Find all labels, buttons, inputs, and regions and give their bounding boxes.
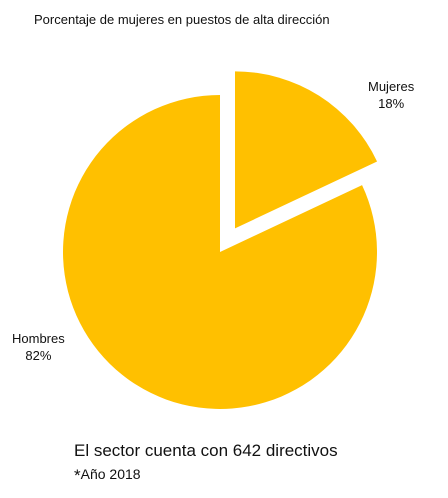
chart-title: Porcentaje de mujeres en puestos de alta… xyxy=(34,12,330,27)
footnote-year-text: Año 2018 xyxy=(80,466,141,482)
slice-label-mujeres-name: Mujeres xyxy=(368,79,415,94)
footnote-asterisk: * xyxy=(74,466,81,485)
pie-slice-hombres xyxy=(63,95,378,409)
footnote-directivos: El sector cuenta con 642 directivos xyxy=(74,441,338,460)
footnote-year: *Año 2018 xyxy=(74,466,141,486)
slice-label-mujeres: Mujeres 18% xyxy=(368,78,414,112)
slice-label-hombres-name: Hombres xyxy=(12,331,65,346)
pie-slice-mujeres xyxy=(235,71,378,229)
slice-label-hombres-value: 82% xyxy=(25,348,52,363)
slice-label-hombres: Hombres 82% xyxy=(12,330,65,364)
slice-label-mujeres-value: 18% xyxy=(378,96,405,111)
